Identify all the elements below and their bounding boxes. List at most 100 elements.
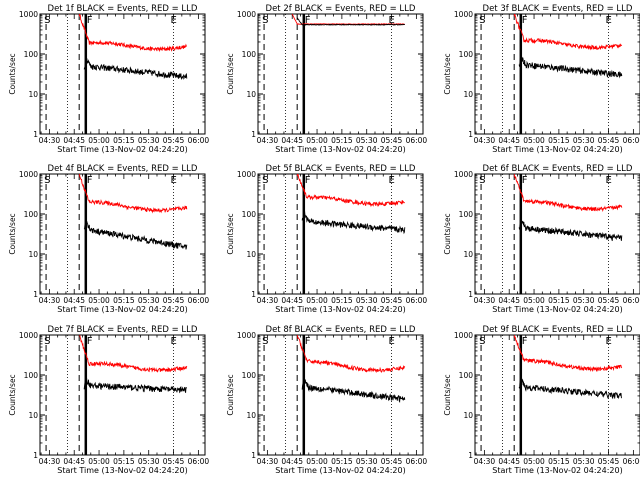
chart-title: Det 4f BLACK = Events, RED = LLD <box>48 164 198 174</box>
chart-panel: Det 5f BLACK = Events, RED = LLD 1 10 100 10… <box>226 164 428 314</box>
x-tick-label: 04:30 <box>257 457 279 466</box>
x-axis-label: Start Time (13-Nov-02 04:24:20) <box>492 145 622 154</box>
x-tick-label: 06:00 <box>188 296 210 305</box>
x-tick-label: 06:00 <box>623 136 640 145</box>
x-axis-label: Start Time (13-Nov-02 04:24:20) <box>492 466 622 475</box>
chart-panel: Det 2f BLACK = Events, RED = LLD 1 10 100 10… <box>226 4 427 154</box>
x-tick-label: 05:15 <box>548 457 570 466</box>
x-tick-label: 06:00 <box>623 457 640 466</box>
x-axis-label: Start Time (13-Nov-02 04:24:20) <box>57 466 187 475</box>
x-tick-label: 04:45 <box>498 296 520 305</box>
x-tick-label: 04:30 <box>474 136 496 145</box>
x-tick-label: 05:45 <box>163 296 185 305</box>
events-series-line <box>518 220 623 242</box>
events-series-line <box>301 376 406 403</box>
plot-area <box>263 335 406 455</box>
x-tick-label: 06:00 <box>406 457 428 466</box>
start-marker-label: S <box>262 15 268 26</box>
start-marker-label: S <box>479 15 485 26</box>
y-tick-label: 1000 <box>19 10 38 19</box>
y-tick-label: 100 <box>242 50 257 59</box>
x-axis-label: Start Time (13-Nov-02 04:24:20) <box>57 305 187 314</box>
flare-marker-label: F <box>87 15 93 26</box>
x-tick-label: 05:00 <box>523 296 545 305</box>
chart-panel: Det 7f BLACK = Events, RED = LLD 1 10 100 10… <box>8 325 210 475</box>
events-series-line <box>301 210 406 235</box>
x-tick-label: 05:45 <box>598 136 620 145</box>
y-axis-label: Counts/sec <box>443 53 452 94</box>
x-tick-label: 04:45 <box>63 457 85 466</box>
y-tick-label: 1 <box>33 130 38 139</box>
chart-title: Det 5f BLACK = Events, RED = LLD <box>266 164 416 174</box>
events-series-line <box>296 17 405 26</box>
x-tick-label: 05:15 <box>113 457 135 466</box>
y-tick-label: 10 <box>246 411 256 420</box>
plot-frame <box>474 334 640 456</box>
y-tick-label: 10 <box>28 90 38 99</box>
chart-panel: Det 4f BLACK = Events, RED = LLD 1 10 100 10… <box>8 164 210 314</box>
x-tick-label: 05:45 <box>381 136 403 145</box>
y-tick-label: 1 <box>251 130 256 139</box>
x-tick-label: 05:00 <box>306 296 328 305</box>
x-tick-label: 05:45 <box>381 457 403 466</box>
y-tick-label: 100 <box>459 50 474 59</box>
y-axis-label: Counts/sec <box>8 374 17 415</box>
chart-panel: Det 1f BLACK = Events, RED = LLD 1 10 100 10… <box>8 4 210 154</box>
start-marker-label: S <box>479 175 485 186</box>
x-tick-label: 04:45 <box>63 296 85 305</box>
x-tick-label: 06:00 <box>188 136 210 145</box>
x-tick-label: 04:30 <box>39 136 61 145</box>
y-tick-label: 1000 <box>19 170 38 179</box>
x-tick-label: 05:45 <box>163 457 185 466</box>
chart-panel: Det 6f BLACK = Events, RED = LLD 1 10 100 10… <box>443 164 640 314</box>
y-tick-label: 100 <box>459 371 474 380</box>
lld-series-line <box>513 174 623 212</box>
y-tick-label: 10 <box>463 250 473 259</box>
lld-series-line <box>296 174 406 208</box>
x-tick-label: 04:45 <box>498 136 520 145</box>
flare-marker-label: F <box>522 175 528 186</box>
x-axis-label: Start Time (13-Nov-02 04:24:20) <box>492 305 622 314</box>
plot-area <box>45 335 188 455</box>
x-tick-label: 06:00 <box>188 457 210 466</box>
x-tick-label: 04:30 <box>474 457 496 466</box>
x-tick-label: 05:15 <box>113 296 135 305</box>
x-axis-label: Start Time (13-Nov-02 04:24:20) <box>57 145 187 154</box>
plot-frame <box>39 173 206 295</box>
lld-series-line <box>78 14 187 53</box>
x-tick-label: 04:30 <box>474 296 496 305</box>
x-tick-label: 05:30 <box>573 296 595 305</box>
x-tick-label: 05:15 <box>548 296 570 305</box>
x-tick-label: 05:15 <box>113 136 135 145</box>
x-tick-label: 05:15 <box>331 296 353 305</box>
x-tick-label: 04:45 <box>281 457 303 466</box>
x-tick-label: 06:00 <box>406 296 428 305</box>
events-series-line <box>83 58 188 81</box>
chart-panel: Det 3f BLACK = Events, RED = LLD 1 10 100 10… <box>443 4 640 154</box>
end-marker-label: E <box>606 336 612 347</box>
end-marker-label: E <box>606 15 612 26</box>
y-tick-label: 10 <box>28 250 38 259</box>
y-axis-label: Counts/sec <box>8 53 17 94</box>
y-tick-label: 1 <box>33 451 38 460</box>
end-marker-label: E <box>606 175 612 186</box>
end-marker-label: E <box>171 336 177 347</box>
y-tick-label: 100 <box>24 50 39 59</box>
end-marker-label: E <box>171 15 177 26</box>
x-tick-label: 04:30 <box>257 136 279 145</box>
lld-series-line <box>513 335 623 373</box>
lld-series-line <box>79 335 188 373</box>
flare-marker-label: F <box>305 15 311 26</box>
x-tick-label: 05:45 <box>163 136 185 145</box>
flare-marker-label: F <box>522 336 528 347</box>
end-marker-label: E <box>171 175 177 186</box>
chart-title: Det 1f BLACK = Events, RED = LLD <box>48 4 198 14</box>
x-tick-label: 04:45 <box>498 457 520 466</box>
x-tick-label: 05:00 <box>88 136 110 145</box>
x-tick-label: 04:30 <box>39 296 61 305</box>
x-tick-label: 04:30 <box>257 296 279 305</box>
start-marker-label: S <box>262 336 268 347</box>
x-tick-label: 05:15 <box>548 136 570 145</box>
x-tick-label: 05:15 <box>331 457 353 466</box>
y-tick-label: 10 <box>463 411 473 420</box>
